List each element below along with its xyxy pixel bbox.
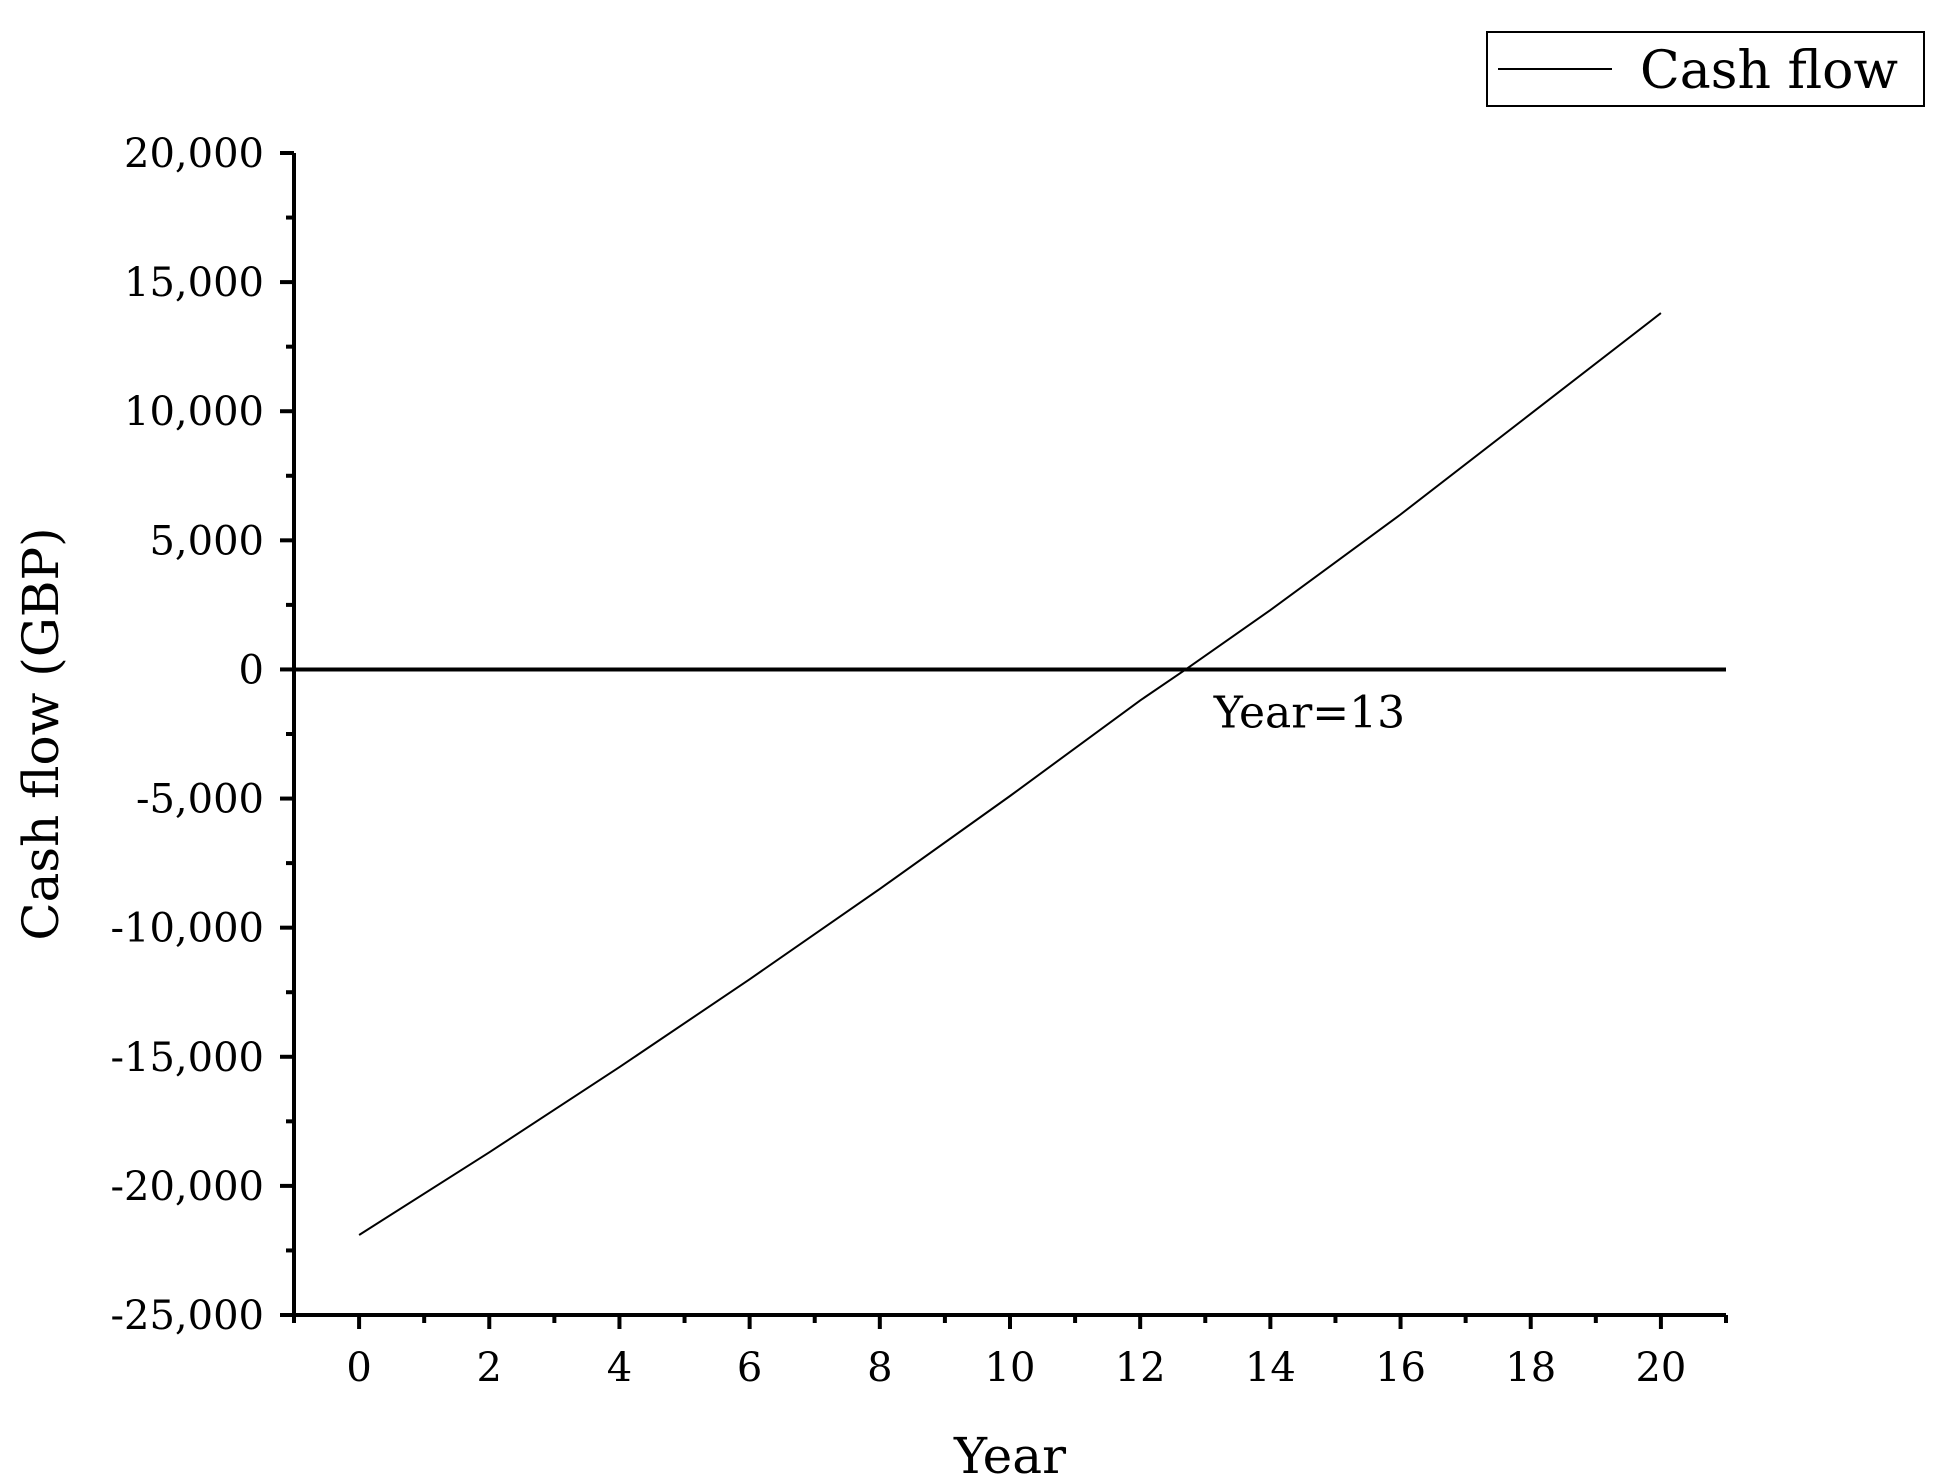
y-axis-title: Cash flow (GBP) [12,527,70,940]
legend-label: Cash flow [1640,41,1898,101]
x-tick-label: 14 [1245,1345,1296,1391]
y-tick-label: 15,000 [124,260,264,306]
x-tick-label: 4 [607,1345,632,1391]
y-tick-label: -10,000 [111,906,264,952]
x-tick-label: 12 [1115,1345,1166,1391]
x-tick-label: 0 [346,1345,371,1391]
y-tick-label: 10,000 [124,389,264,435]
x-tick-label: 16 [1375,1345,1426,1391]
x-tick-label: 6 [737,1345,762,1391]
y-tick-label: 0 [239,647,264,693]
annotation-label: Year=13 [1213,687,1405,738]
y-tick-label: -20,000 [111,1164,264,1210]
series-line-cash-flow [358,312,1662,1236]
x-tick-label: 20 [1635,1345,1686,1391]
tick-labels: -25,000 -20,000 -15,000 -10,000 -5,000 0 5,000… [111,131,1687,1391]
x-axis-title: Year [953,1427,1066,1483]
ticks [280,151,1728,1329]
x-tick-label: 2 [477,1345,502,1391]
legend: Cash flow [1486,31,1925,107]
y-tick-label: -5,000 [136,777,264,823]
y-tick-label: -25,000 [111,1293,264,1339]
x-tick-label: 8 [867,1345,892,1391]
y-tick-label: 5,000 [149,518,264,564]
y-tick-label: -15,000 [111,1035,264,1081]
x-tick-label: 10 [985,1345,1036,1391]
x-tick-label: 18 [1505,1345,1556,1391]
y-tick-label: 20,000 [124,131,264,177]
